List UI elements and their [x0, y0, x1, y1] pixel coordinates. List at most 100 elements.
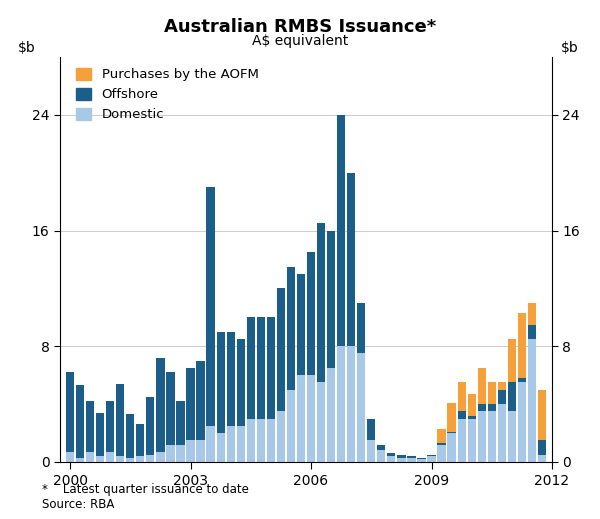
- Bar: [367, 418, 376, 440]
- Bar: [257, 418, 265, 462]
- Bar: [377, 450, 385, 462]
- Bar: [166, 445, 175, 462]
- Bar: [327, 368, 335, 462]
- Bar: [497, 404, 506, 462]
- Bar: [347, 173, 355, 346]
- Bar: [367, 440, 376, 462]
- Bar: [146, 455, 154, 462]
- Bar: [277, 411, 285, 462]
- Bar: [317, 383, 325, 462]
- Bar: [488, 383, 496, 404]
- Bar: [156, 358, 164, 452]
- Bar: [508, 339, 516, 383]
- Bar: [407, 458, 416, 462]
- Bar: [458, 383, 466, 411]
- Bar: [297, 375, 305, 462]
- Bar: [448, 432, 456, 433]
- Bar: [227, 332, 235, 426]
- Bar: [76, 385, 84, 458]
- Bar: [116, 456, 124, 462]
- Bar: [407, 456, 416, 458]
- Bar: [156, 452, 164, 462]
- Bar: [528, 324, 536, 339]
- Bar: [357, 353, 365, 462]
- Bar: [518, 313, 526, 378]
- Bar: [126, 414, 134, 458]
- Bar: [538, 455, 546, 462]
- Bar: [387, 456, 395, 462]
- Bar: [217, 332, 225, 433]
- Bar: [347, 346, 355, 462]
- Bar: [66, 452, 74, 462]
- Bar: [247, 317, 255, 418]
- Bar: [467, 418, 476, 462]
- Bar: [377, 445, 385, 450]
- Bar: [106, 452, 115, 462]
- Bar: [257, 317, 265, 418]
- Bar: [397, 458, 406, 462]
- Bar: [337, 115, 345, 346]
- Bar: [176, 445, 185, 462]
- Bar: [538, 390, 546, 440]
- Bar: [307, 375, 315, 462]
- Bar: [458, 411, 466, 418]
- Bar: [206, 426, 215, 462]
- Bar: [297, 274, 305, 375]
- Bar: [528, 303, 536, 324]
- Bar: [488, 404, 496, 411]
- Bar: [478, 404, 486, 411]
- Bar: [217, 433, 225, 462]
- Bar: [448, 403, 456, 432]
- Bar: [227, 426, 235, 462]
- Bar: [146, 397, 154, 455]
- Bar: [196, 361, 205, 440]
- Bar: [267, 418, 275, 462]
- Bar: [437, 443, 446, 445]
- Text: Australian RMBS Issuance*: Australian RMBS Issuance*: [164, 18, 436, 36]
- Bar: [76, 458, 84, 462]
- Bar: [196, 440, 205, 462]
- Bar: [187, 368, 194, 440]
- Bar: [236, 426, 245, 462]
- Bar: [327, 230, 335, 368]
- Bar: [478, 411, 486, 462]
- Bar: [528, 339, 536, 462]
- Bar: [187, 440, 194, 462]
- Bar: [508, 411, 516, 462]
- Bar: [448, 433, 456, 462]
- Bar: [287, 390, 295, 462]
- Bar: [418, 458, 425, 459]
- Bar: [247, 418, 255, 462]
- Bar: [497, 390, 506, 404]
- Bar: [236, 339, 245, 426]
- Bar: [518, 383, 526, 462]
- Text: $b: $b: [18, 41, 36, 55]
- Bar: [518, 378, 526, 383]
- Bar: [437, 429, 446, 443]
- Bar: [397, 455, 406, 458]
- Bar: [387, 453, 395, 456]
- Bar: [96, 413, 104, 456]
- Text: *    Latest quarter issuance to date
Source: RBA: * Latest quarter issuance to date Source…: [42, 483, 249, 511]
- Bar: [166, 372, 175, 445]
- Bar: [176, 401, 185, 445]
- Bar: [458, 418, 466, 462]
- Bar: [488, 411, 496, 462]
- Bar: [508, 383, 516, 411]
- Bar: [86, 452, 94, 462]
- Bar: [497, 383, 506, 390]
- Text: A$ equivalent: A$ equivalent: [252, 34, 348, 48]
- Bar: [277, 289, 285, 411]
- Bar: [478, 368, 486, 404]
- Bar: [66, 372, 74, 452]
- Bar: [86, 401, 94, 452]
- Bar: [136, 425, 145, 456]
- Bar: [317, 223, 325, 383]
- Bar: [467, 394, 476, 416]
- Bar: [126, 458, 134, 462]
- Bar: [287, 267, 295, 390]
- Bar: [467, 416, 476, 418]
- Bar: [206, 187, 215, 426]
- Bar: [427, 456, 436, 462]
- Bar: [267, 317, 275, 418]
